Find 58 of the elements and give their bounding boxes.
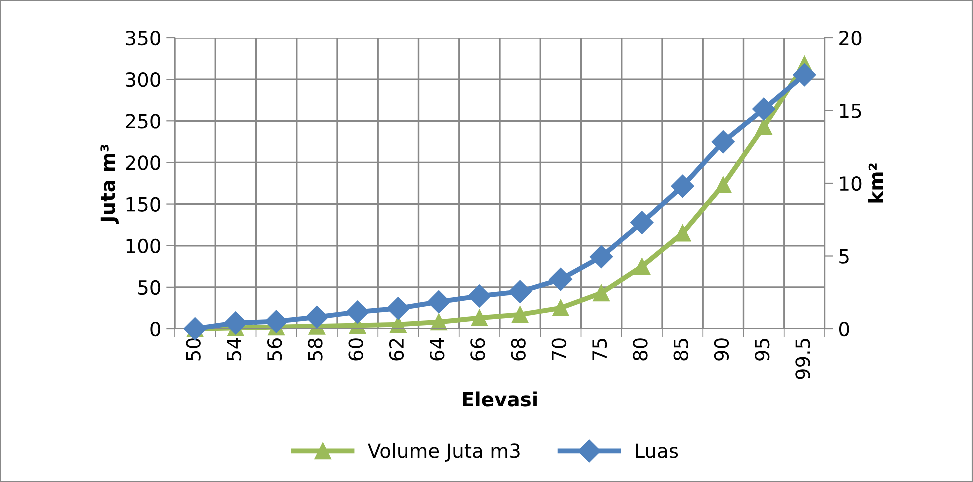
y-tick-label: 50 — [138, 280, 161, 296]
point — [752, 98, 776, 121]
point — [468, 284, 492, 308]
point — [712, 130, 735, 154]
y2-tick-label: 20 — [840, 30, 862, 46]
point — [552, 300, 570, 317]
point — [549, 268, 572, 292]
point — [346, 300, 370, 324]
y-tick-label: 100 — [126, 238, 161, 254]
point — [428, 290, 451, 314]
point — [224, 312, 248, 335]
x-tick-label: 60 — [348, 338, 364, 361]
y2-tick-label: 0 — [839, 322, 850, 337]
point — [471, 310, 488, 327]
y-tick-label: 250 — [126, 114, 161, 129]
point — [671, 174, 694, 198]
y-tick-label: 150 — [126, 197, 161, 212]
x-tick-label: 85 — [674, 339, 688, 361]
y2-tick-label: 5 — [840, 249, 849, 264]
y2-axis-title: km² — [868, 164, 884, 203]
y-tick-label: 350 — [126, 30, 161, 46]
x-tick-label: 66 — [470, 338, 486, 361]
point — [590, 245, 614, 268]
point — [715, 176, 732, 194]
point — [756, 118, 772, 136]
x-tick-label: 90 — [714, 338, 730, 361]
x-tick-label: 99.5 — [796, 339, 810, 380]
point — [634, 258, 651, 275]
point — [386, 297, 410, 320]
x-tick-label: 58 — [308, 338, 323, 361]
x-tick-label: 54 — [227, 338, 242, 361]
point — [674, 225, 692, 242]
y-tick-label: 0 — [150, 322, 161, 337]
y-axis-title: Juta m³ — [100, 145, 119, 224]
point — [512, 306, 529, 324]
legend-label: Volume Juta m3 — [368, 443, 520, 462]
y2-tick-label: 15 — [840, 104, 862, 118]
point — [508, 280, 532, 304]
x-tick-label: 62 — [389, 339, 404, 361]
point — [265, 310, 288, 334]
point — [630, 211, 654, 234]
x-tick-label: 64 — [430, 338, 445, 361]
point — [184, 318, 207, 340]
x-tick-label: 75 — [592, 339, 608, 360]
y-tick-label: 200 — [126, 156, 161, 170]
y-tick-label: 300 — [126, 72, 161, 88]
x-tick-label: 68 — [511, 338, 526, 361]
x-tick-label: 56 — [267, 338, 282, 361]
x-tick-label: 70 — [552, 338, 567, 360]
point — [593, 284, 610, 302]
y2-tick-label: 10 — [840, 176, 862, 192]
point — [793, 64, 816, 87]
x-tick-label: 80 — [633, 338, 648, 361]
legend-label: Luas — [636, 444, 678, 458]
point — [306, 306, 329, 329]
x-tick-label: 95 — [754, 339, 770, 361]
x-axis-title: Elevasi — [463, 392, 537, 407]
x-tick-label: 50 — [186, 338, 201, 361]
